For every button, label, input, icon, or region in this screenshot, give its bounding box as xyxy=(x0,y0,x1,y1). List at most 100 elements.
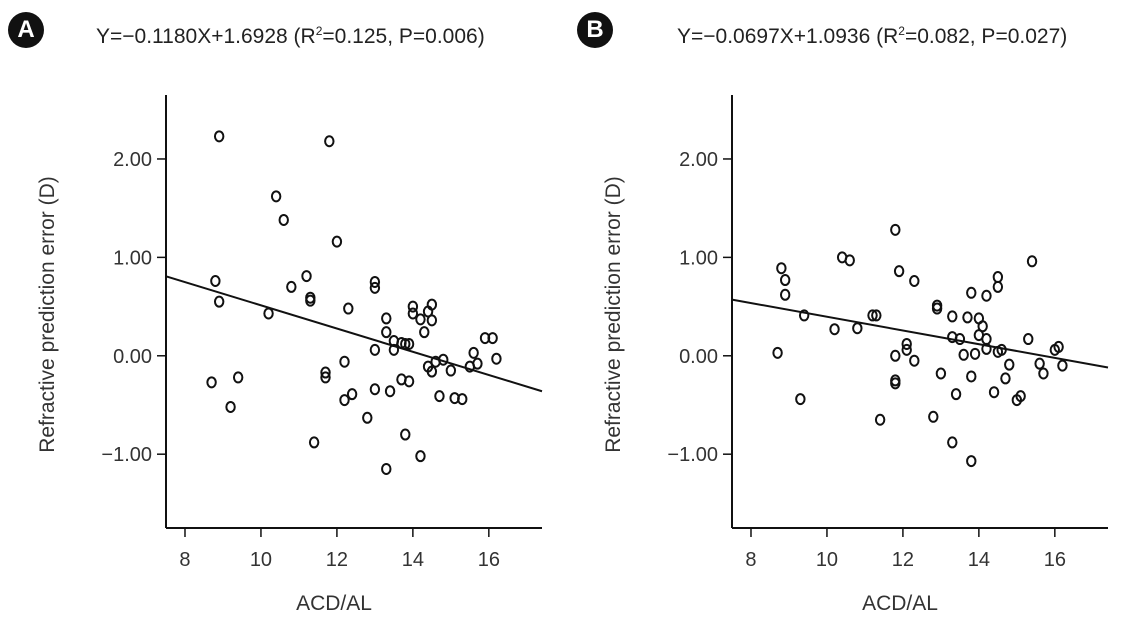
data-point xyxy=(487,332,498,345)
data-point xyxy=(369,275,381,288)
data-point xyxy=(210,274,221,287)
x-tick-label: 8 xyxy=(179,549,190,571)
data-point xyxy=(795,393,806,406)
data-point xyxy=(206,376,217,389)
data-point xyxy=(829,323,840,336)
data-point xyxy=(346,388,358,401)
scatter-plot-a: −1.00 0.00 1.00 2.00 8 10 12 14 16 ACD/AL Refracti… xyxy=(36,95,543,615)
data-point xyxy=(871,309,882,322)
data-point xyxy=(1038,367,1049,380)
data-point xyxy=(384,385,396,398)
data-point xyxy=(1053,340,1064,353)
panel-a: A Y=−0.1180X+1.6928 (R2=0.125, P=0.006) … xyxy=(0,0,560,620)
data-point xyxy=(225,400,236,413)
data-point xyxy=(403,375,415,388)
data-point xyxy=(400,428,411,441)
data-point xyxy=(928,410,939,423)
equation-text-b: Y=−0.0697X+1.0936 (R xyxy=(677,25,899,48)
equation-suffix-b: =0.082, P=0.027) xyxy=(904,25,1068,48)
data-point xyxy=(950,388,962,401)
data-point xyxy=(381,326,392,339)
data-point xyxy=(867,309,878,322)
data-point xyxy=(966,455,977,468)
x-tick-label: 12 xyxy=(892,549,914,571)
data-point xyxy=(320,366,331,379)
data-point xyxy=(278,213,289,226)
data-point xyxy=(966,286,977,299)
x-tick-label: 10 xyxy=(816,549,838,571)
data-point xyxy=(369,343,381,356)
data-point xyxy=(491,352,502,365)
x-tick-label: 10 xyxy=(250,549,272,571)
data-point xyxy=(988,386,1000,399)
data-point xyxy=(958,348,969,361)
data-point xyxy=(874,413,886,426)
data-point xyxy=(969,347,981,360)
data-point xyxy=(457,393,468,406)
panel-label-b: B xyxy=(577,12,613,48)
data-point xyxy=(305,294,316,307)
data-point xyxy=(339,355,350,368)
data-point xyxy=(407,307,419,320)
data-point xyxy=(369,281,381,294)
data-point xyxy=(779,274,791,287)
data-point xyxy=(308,436,320,449)
data-point xyxy=(403,337,415,350)
data-point xyxy=(947,436,958,449)
data-point xyxy=(468,346,479,359)
y-tick-label: 1.00 xyxy=(113,247,152,269)
x-tick-label: 14 xyxy=(968,549,990,571)
data-point xyxy=(1023,333,1034,346)
y-tick-label: −1.00 xyxy=(667,444,718,466)
data-point xyxy=(369,383,381,396)
data-point xyxy=(947,310,958,323)
data-point xyxy=(962,311,973,324)
regression-line xyxy=(731,298,1109,369)
scatter-plot-b: −1.00 0.00 1.00 2.00 8 10 12 14 16 ACD/AL Refracti… xyxy=(602,95,1109,615)
data-point xyxy=(981,342,992,355)
data-point xyxy=(779,288,791,301)
y-tick-label: 1.00 xyxy=(679,247,718,269)
data-point xyxy=(935,367,947,380)
data-point xyxy=(772,346,783,359)
data-point xyxy=(232,371,244,384)
data-point xyxy=(388,343,400,356)
data-point xyxy=(1011,394,1023,407)
x-axis-label: ACD/AL xyxy=(862,592,938,615)
x-tick-label: 14 xyxy=(402,549,424,571)
data-point xyxy=(909,354,920,367)
data-point xyxy=(981,333,992,346)
y-tick-label: 0.00 xyxy=(113,346,152,368)
equation-sup-a: 2 xyxy=(315,24,323,38)
data-point xyxy=(890,349,901,362)
data-point xyxy=(301,270,312,283)
data-point xyxy=(901,343,912,356)
data-point xyxy=(320,371,331,384)
y-tick-label: 2.00 xyxy=(113,149,152,171)
x-tick-label: 16 xyxy=(478,549,500,571)
data-point xyxy=(213,130,225,143)
data-point xyxy=(213,295,225,308)
panel-b: B Y=−0.0697X+1.0936 (R2=0.082, P=0.027) … xyxy=(566,0,1121,620)
data-point xyxy=(426,365,438,378)
data-point xyxy=(263,307,274,320)
data-point xyxy=(415,450,426,463)
data-point xyxy=(893,265,905,278)
data-point xyxy=(992,271,1004,284)
data-point xyxy=(1000,372,1011,385)
data-point xyxy=(992,280,1004,293)
data-point xyxy=(331,235,343,248)
data-point xyxy=(339,394,350,407)
data-point xyxy=(931,302,943,315)
data-point xyxy=(362,411,373,424)
data-point xyxy=(1057,359,1068,372)
data-point xyxy=(381,462,392,475)
data-point xyxy=(270,190,282,203)
equation-text-a: Y=−0.1180X+1.6928 (R xyxy=(96,25,316,48)
data-point xyxy=(909,274,920,287)
data-point xyxy=(286,280,297,293)
data-point xyxy=(981,289,992,302)
x-tick-label: 12 xyxy=(326,549,348,571)
data-point xyxy=(464,360,476,373)
y-tick-label: −1.00 xyxy=(101,444,152,466)
